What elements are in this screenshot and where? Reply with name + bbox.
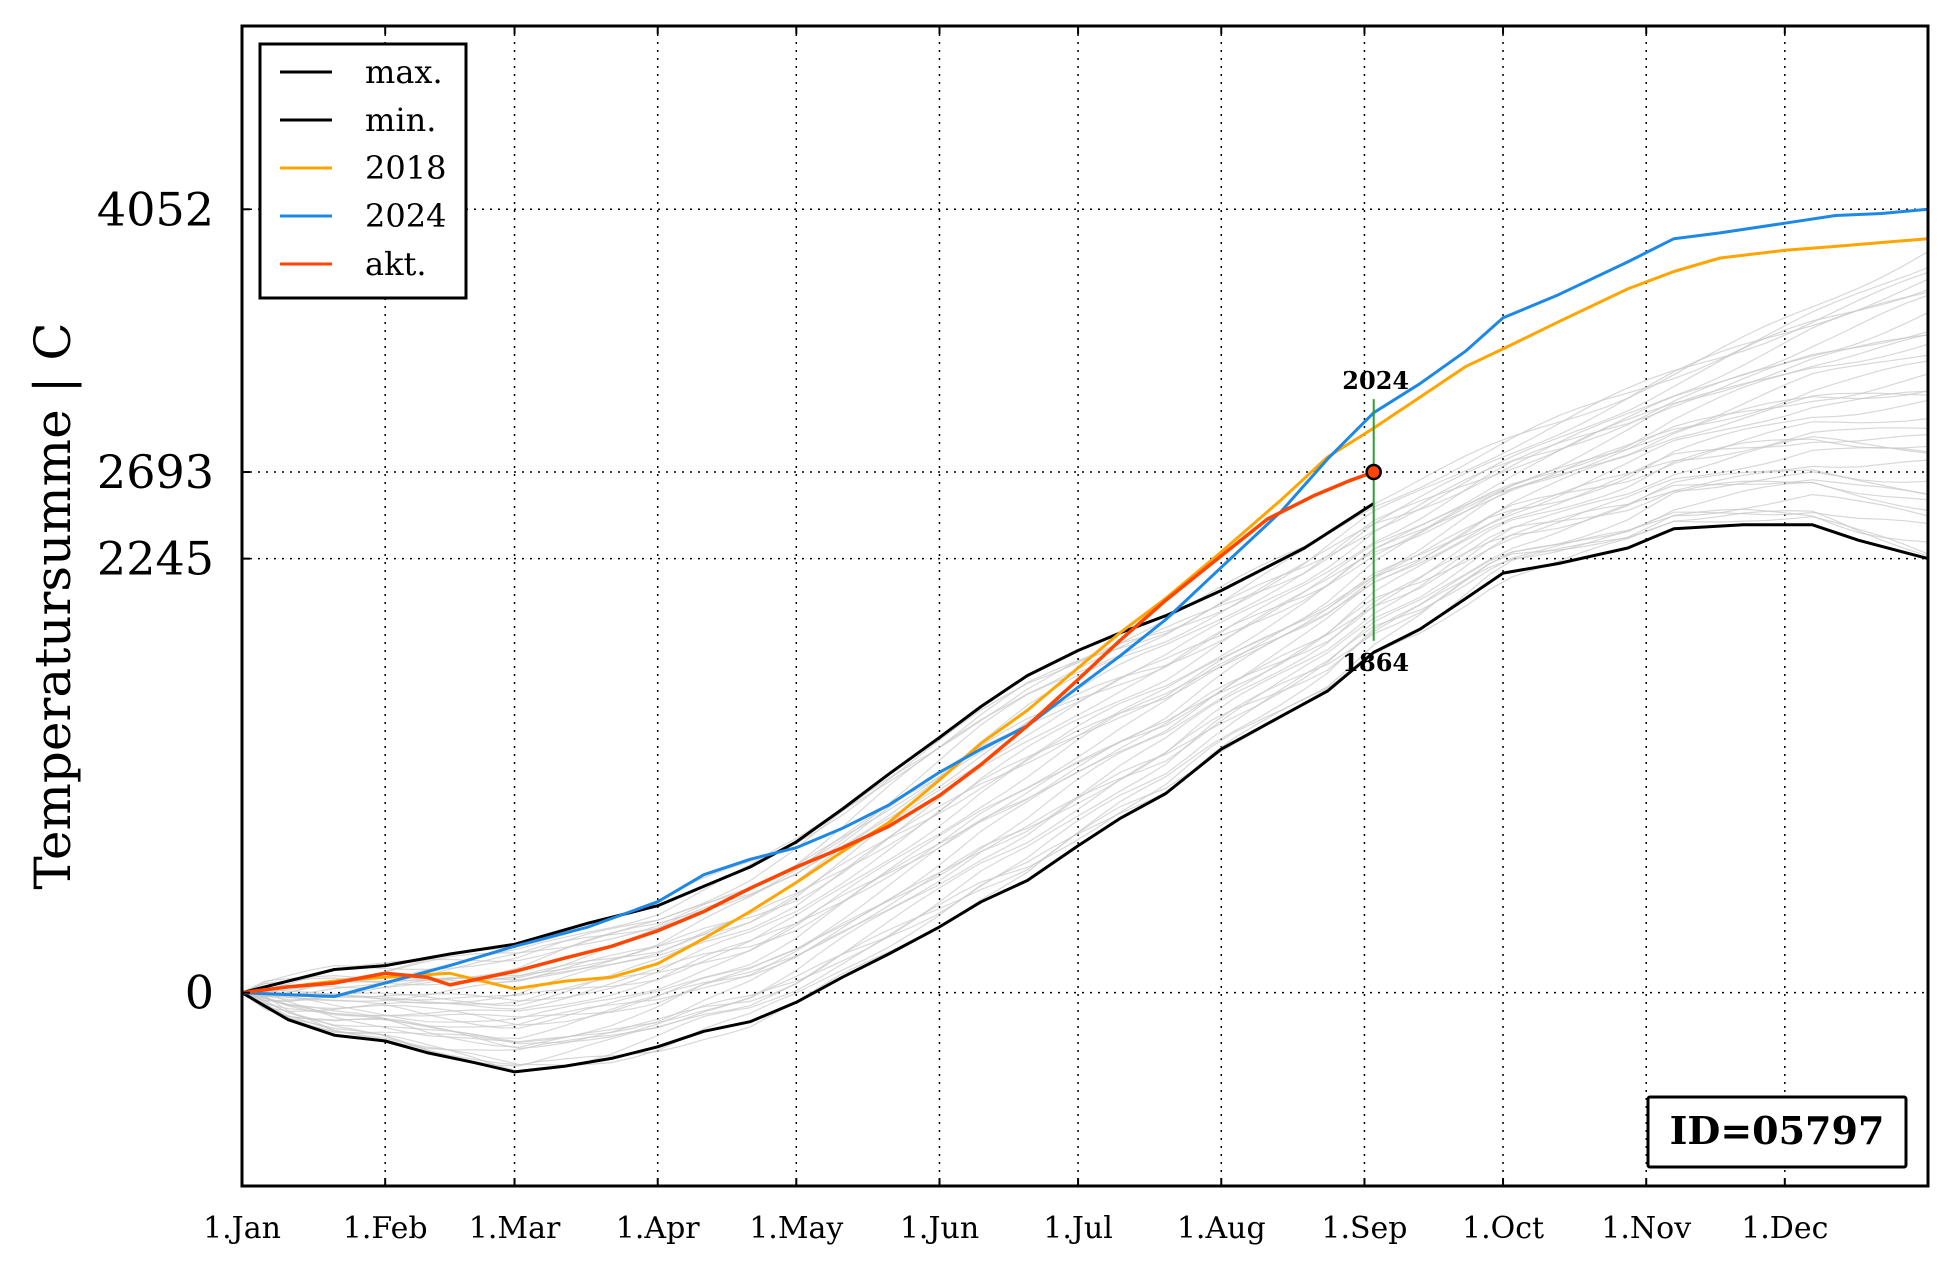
y-tick-label: 4052 <box>97 182 214 236</box>
background-year-line <box>241 459 1929 1040</box>
background-year-line <box>241 271 1929 994</box>
series-line-2018 <box>241 237 1929 995</box>
x-tick-label: 1.Mar <box>469 1211 561 1246</box>
legend: max. min. 2018 2024 akt. <box>258 42 468 300</box>
background-year-line <box>241 446 1929 1028</box>
x-tick-label: 1.Feb <box>343 1211 428 1246</box>
background-year-line <box>241 392 1929 1001</box>
background-year-line <box>241 360 1929 1005</box>
series-line-2024 <box>241 207 1929 998</box>
background-year-line <box>241 343 1929 1003</box>
current-value-marker <box>1365 463 1382 481</box>
background-years-layer <box>241 251 1929 1072</box>
annotation-layer: 2024 1864 <box>1342 366 1409 677</box>
x-tick-label: 1.Dec <box>1741 1211 1828 1246</box>
background-year-line <box>241 266 1929 994</box>
background-year-line <box>241 438 1929 1026</box>
background-year-line <box>241 390 1929 1002</box>
background-year-line <box>241 418 1929 1017</box>
legend-label: min. <box>365 101 436 139</box>
background-year-line <box>241 289 1929 994</box>
legend-label: akt. <box>365 245 427 283</box>
background-year-line <box>241 399 1929 1013</box>
legend-label: max. <box>365 53 443 91</box>
y-axis-label: Temperatursumme | C <box>24 322 82 889</box>
background-year-line <box>241 480 1929 1050</box>
background-year-line <box>241 493 1929 1051</box>
background-year-line <box>241 427 1929 1023</box>
x-tick-label: 1.Aug <box>1177 1211 1266 1246</box>
background-year-line <box>241 373 1929 1007</box>
y-tick-label: 0 <box>185 966 214 1020</box>
series-line-max <box>241 502 1375 995</box>
series-layer <box>241 207 1929 1074</box>
x-tick-label: 1.Oct <box>1462 1211 1544 1246</box>
station-id-box: ID=05797 <box>1646 1095 1908 1169</box>
legend-items: max. min. 2018 2024 akt. <box>280 53 446 283</box>
x-tick-label: 1.Sep <box>1321 1211 1407 1246</box>
x-tick-label: 1.Jun <box>900 1211 979 1246</box>
background-year-line <box>241 331 1929 994</box>
annotation-max-year: 2024 <box>1342 366 1409 395</box>
plot-frame <box>240 24 1930 1188</box>
x-tick-label: 1.Jul <box>1043 1211 1113 1246</box>
background-year-line <box>241 469 1929 1043</box>
series-line-min <box>241 523 1929 1074</box>
background-year-line <box>241 434 1929 1029</box>
series-line-akt <box>241 470 1375 995</box>
legend-label: 2018 <box>365 149 446 187</box>
background-year-line <box>241 294 1929 998</box>
y-tick-label: 2245 <box>97 532 214 586</box>
station-id-label: ID=05797 <box>1670 1108 1885 1153</box>
background-year-line <box>241 481 1929 1045</box>
x-axis-ticks: 1.Jan 1.Feb 1.Mar 1.Apr 1.May 1.Jun 1.Jul 1.Aug… <box>203 26 1828 1246</box>
y-axis-ticks: 0 2245 2693 4052 <box>97 182 250 1020</box>
annotation-min-year: 1864 <box>1342 648 1409 677</box>
background-year-line <box>241 511 1929 1067</box>
legend-box <box>258 42 468 300</box>
x-tick-label: 1.Nov <box>1601 1211 1691 1246</box>
x-tick-label: 1.Apr <box>616 1211 700 1246</box>
background-year-line <box>241 312 1929 996</box>
x-tick-label: 1.May <box>749 1211 843 1246</box>
station-id-frame <box>1646 1095 1908 1169</box>
y-tick-label: 2693 <box>97 445 214 499</box>
x-tick-label: 1.Jan <box>203 1211 281 1246</box>
legend-label: 2024 <box>365 197 446 235</box>
